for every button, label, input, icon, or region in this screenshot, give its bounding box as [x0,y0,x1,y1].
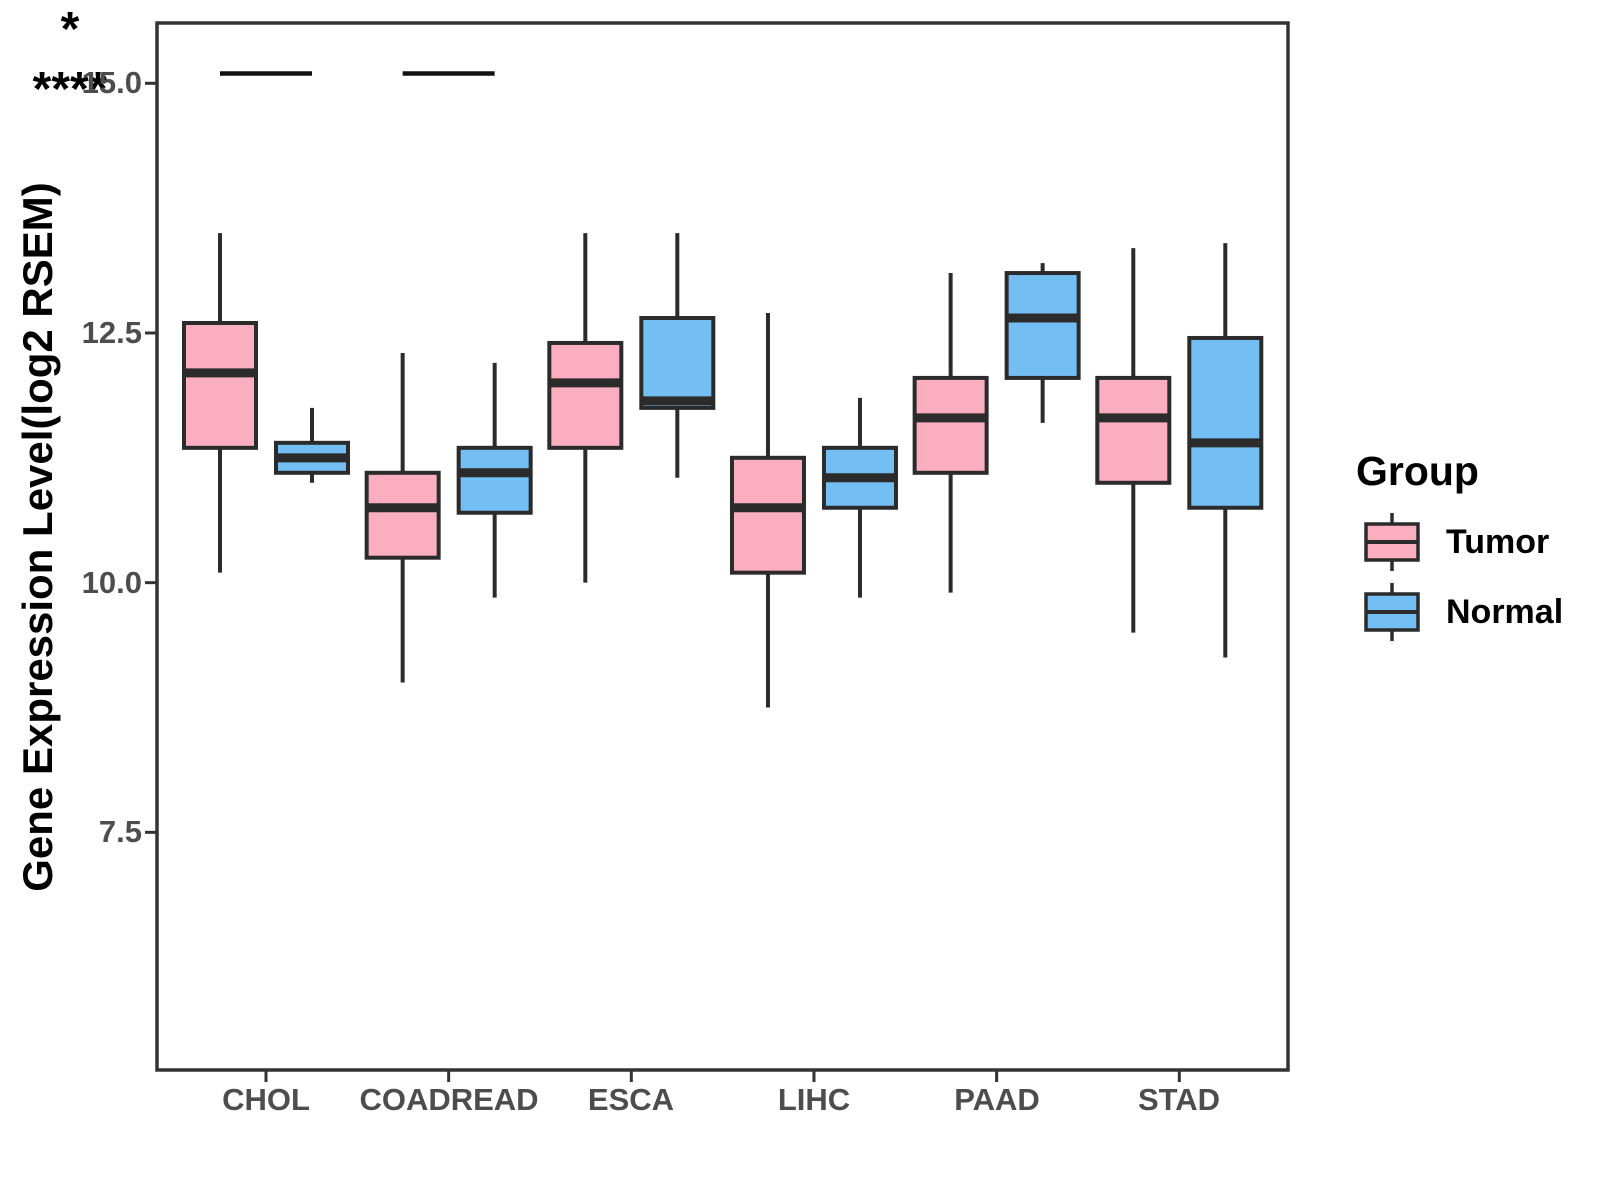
y-tick-label: 7.5 [98,814,142,849]
significance-stars: **** [32,63,108,116]
x-tick-label: PAAD [954,1082,1040,1117]
x-tick-label: LIHC [777,1082,851,1117]
legend-item-label-normal: Normal [1446,593,1564,631]
y-axis-title: Gene Expression Level(log2 RSEM) [14,182,61,892]
x-tick-label: ESCA [587,1082,675,1117]
y-tick-label: 12.5 [81,315,142,350]
significance-stars: * [60,3,80,56]
x-tick-label: COADREAD [359,1082,539,1117]
x-tick-label: STAD [1137,1082,1221,1117]
x-tick-label: CHOL [222,1082,310,1117]
legend-title: Group [1356,448,1479,494]
y-tick-label: 10.0 [81,565,142,600]
legend-item-label-tumor: Tumor [1446,523,1550,561]
y-tick-label: 15.0 [81,65,142,100]
